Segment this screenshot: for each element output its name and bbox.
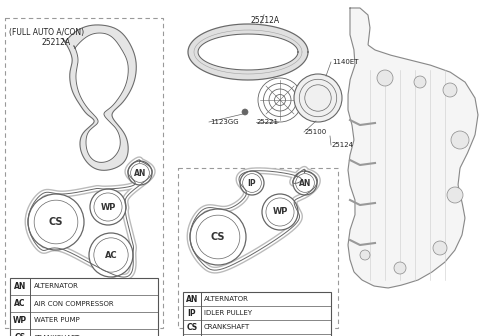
- Polygon shape: [198, 34, 298, 70]
- Text: 25124: 25124: [332, 142, 354, 148]
- Text: CS: CS: [186, 323, 198, 332]
- Circle shape: [262, 194, 298, 230]
- Text: (FULL AUTO A/CON): (FULL AUTO A/CON): [9, 28, 84, 37]
- Text: 1140ET: 1140ET: [332, 59, 359, 65]
- Text: 25212A: 25212A: [42, 38, 71, 47]
- Text: AC: AC: [14, 299, 26, 308]
- Circle shape: [190, 209, 246, 265]
- Bar: [183, 292, 331, 336]
- Text: 25100: 25100: [305, 129, 327, 135]
- Bar: [178, 168, 338, 328]
- Polygon shape: [74, 33, 128, 162]
- Circle shape: [89, 233, 133, 277]
- Text: CS: CS: [14, 333, 25, 336]
- Text: AN: AN: [14, 282, 26, 291]
- Circle shape: [294, 74, 342, 122]
- Text: AN: AN: [134, 168, 146, 177]
- Text: AC: AC: [105, 251, 117, 259]
- Text: WP: WP: [13, 316, 27, 325]
- Text: CRANKSHAFT: CRANKSHAFT: [34, 335, 80, 336]
- Text: ALTERNATOR: ALTERNATOR: [34, 284, 79, 290]
- Text: ALTERNATOR: ALTERNATOR: [204, 296, 249, 302]
- Polygon shape: [348, 8, 478, 288]
- Text: CS: CS: [49, 217, 63, 227]
- Polygon shape: [62, 25, 136, 170]
- Circle shape: [451, 131, 469, 149]
- Text: CS: CS: [211, 232, 225, 242]
- Circle shape: [433, 241, 447, 255]
- Text: AN: AN: [299, 178, 311, 187]
- Circle shape: [443, 83, 457, 97]
- Polygon shape: [188, 24, 308, 80]
- Text: AN: AN: [186, 294, 198, 303]
- Text: WP: WP: [272, 208, 288, 216]
- Text: WATER PUMP: WATER PUMP: [34, 318, 80, 324]
- Circle shape: [90, 189, 126, 225]
- Circle shape: [240, 171, 264, 195]
- Text: 25221: 25221: [257, 119, 279, 125]
- Circle shape: [377, 70, 393, 86]
- Text: WP: WP: [100, 203, 116, 211]
- Circle shape: [242, 109, 248, 115]
- Text: 25212A: 25212A: [251, 16, 279, 25]
- Text: IDLER PULLEY: IDLER PULLEY: [204, 310, 252, 316]
- Circle shape: [360, 250, 370, 260]
- Circle shape: [293, 171, 317, 195]
- Circle shape: [394, 262, 406, 274]
- Text: IP: IP: [248, 178, 256, 187]
- Text: CRANKSHAFT: CRANKSHAFT: [204, 324, 250, 330]
- Text: 1123GG: 1123GG: [210, 119, 239, 125]
- Circle shape: [28, 194, 84, 250]
- Circle shape: [128, 161, 152, 185]
- Circle shape: [414, 76, 426, 88]
- Bar: [10, 278, 158, 336]
- Text: AIR CON COMPRESSOR: AIR CON COMPRESSOR: [34, 300, 114, 306]
- Circle shape: [447, 187, 463, 203]
- Bar: [5, 18, 163, 328]
- Text: IP: IP: [188, 308, 196, 318]
